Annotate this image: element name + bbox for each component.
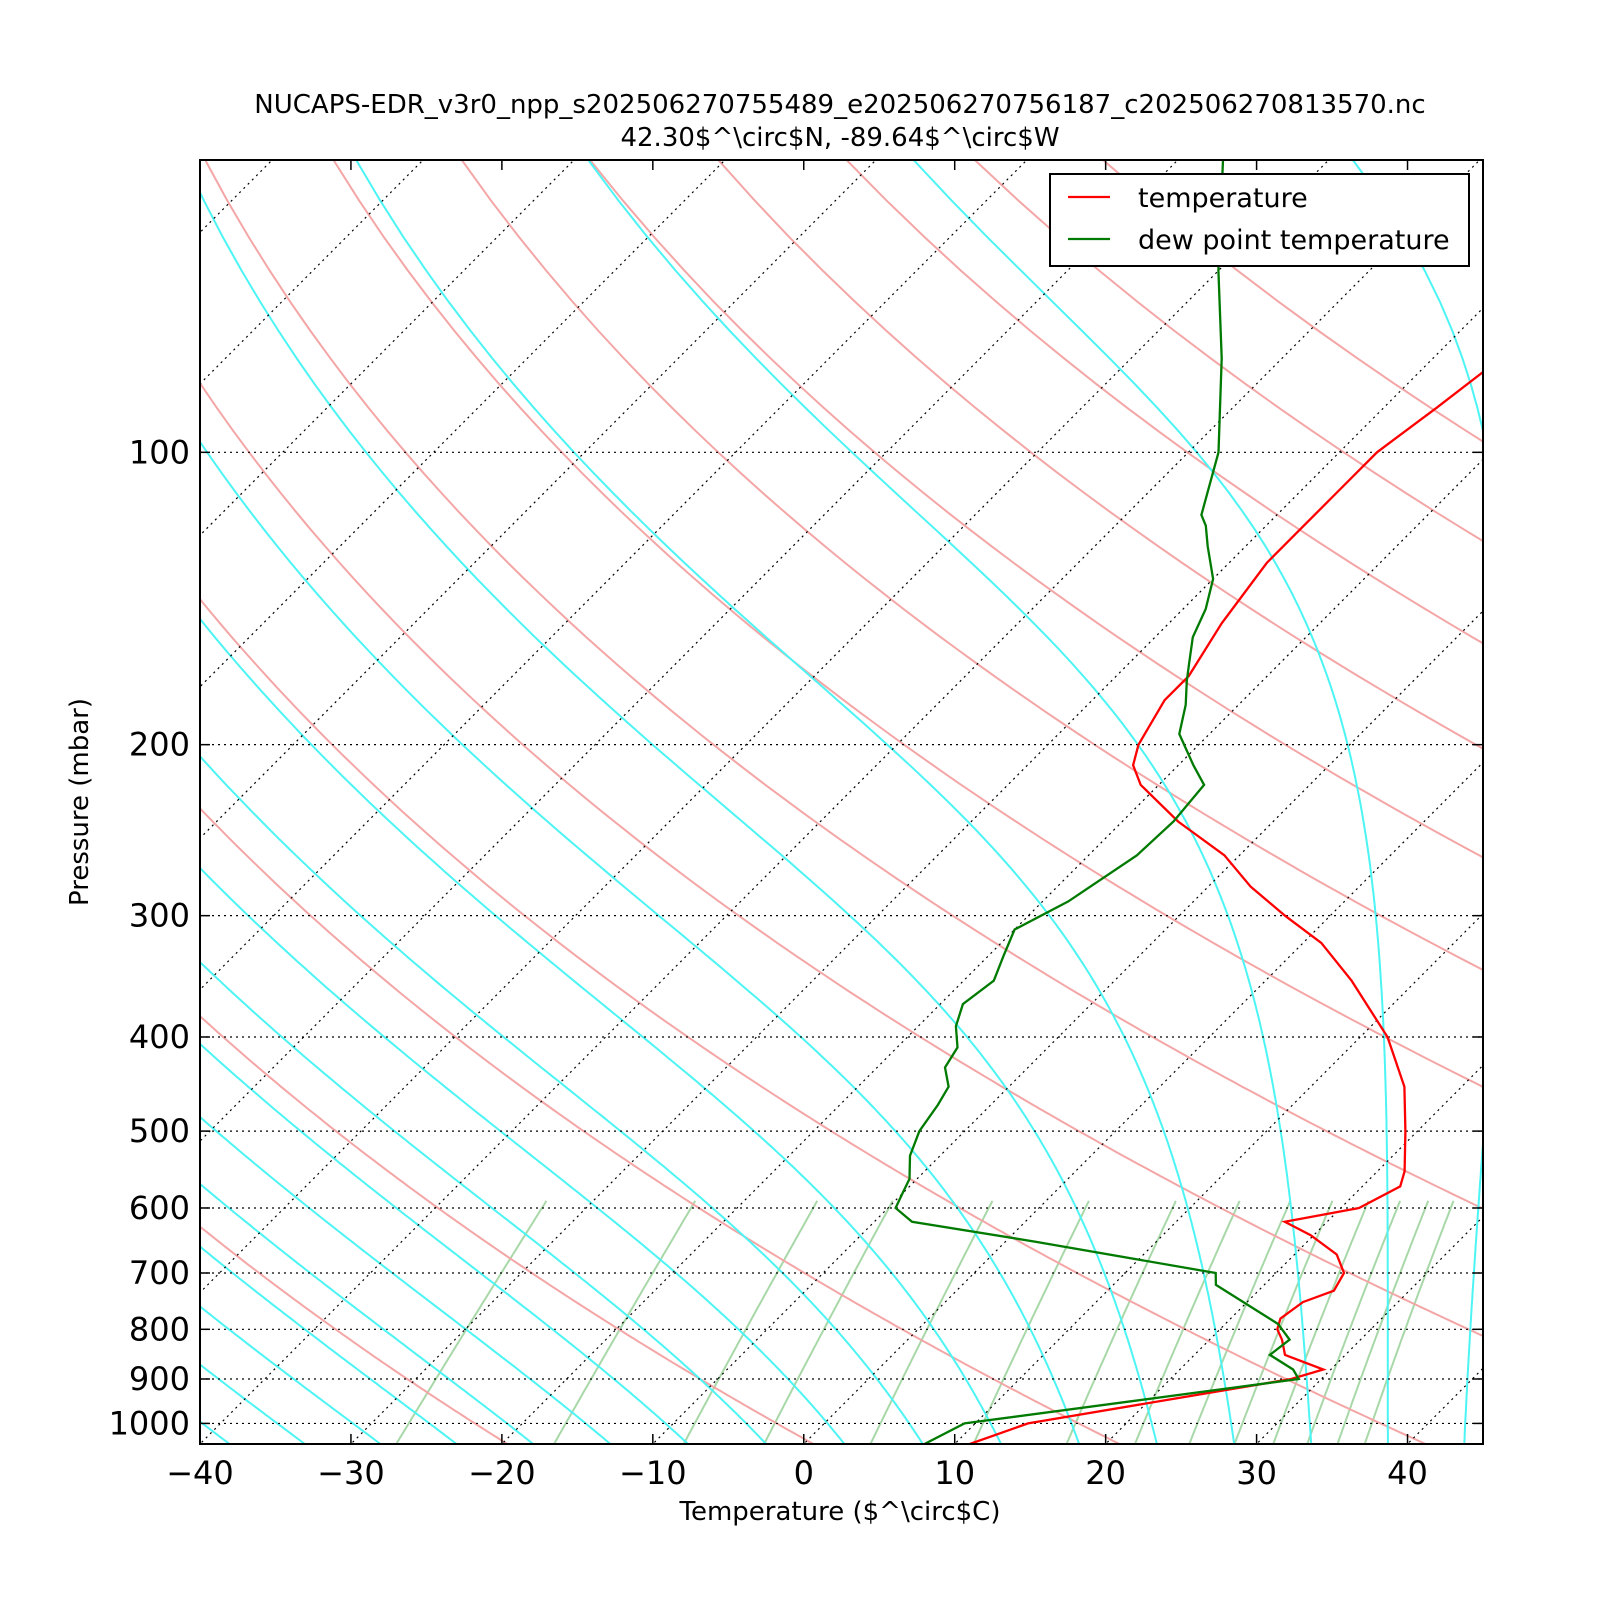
moist-adiabat-2 [200,1363,307,1444]
x-tick-label: −10 [619,1454,687,1492]
x-tick-label: 20 [1085,1454,1126,1492]
y-tick-label: 600 [129,1189,190,1227]
isotherm-line [200,160,575,537]
moist-adiabat-13 [200,190,1158,1444]
background-lines [200,66,1600,1464]
mixing-ratio-line-3 [762,1200,894,1444]
temperature-line [969,370,1483,1444]
moist-adiabat-17 [1351,160,1483,1444]
y-tick-label: 1000 [109,1404,190,1442]
legend-temperature-label: temperature [1138,183,1308,214]
y-tick-label: 900 [129,1360,190,1398]
moist-adiabat-9 [200,866,846,1444]
mixing-ratio-line-12 [1336,1200,1430,1444]
dewpoint-line [894,160,1301,1444]
moist-adiabat-4 [200,1245,459,1444]
mixing-ratio-line-7 [1133,1200,1241,1444]
mixing-ratio-line-6 [1065,1200,1177,1444]
isotherm-line [1406,1367,1483,1444]
isotherm-line [1255,1215,1483,1444]
y-tick-label: 300 [129,897,190,935]
mixing-ratio-lines [395,1200,1455,1444]
y-tick-label: 100 [129,433,190,471]
chart-title-group: NUCAPS-EDR_v3r0_npp_s202506270755489_e20… [254,90,1425,153]
legend-box [1049,173,1470,267]
moist-adiabat-5 [200,1182,535,1444]
dry-adiabat-1 [200,1014,816,1444]
dry-adiabat-12 [1101,160,1483,443]
x-axis-ticks: −40 −30 −20 −10 0 10 20 30 40 [166,160,1428,1492]
dry-adiabat-0 [200,1225,510,1444]
skewed-isotherms [200,66,1600,1464]
y-tick-label: 500 [129,1112,190,1150]
series-lines [894,160,1483,1444]
x-tick-label: 0 [794,1454,814,1492]
mixing-ratio-line-5 [972,1200,1090,1444]
mixing-ratio-line-11 [1306,1200,1402,1444]
y-axis-ticks: 100 200 300 400 500 600 700 800 900 1000 [109,433,1483,1442]
isotherm-line [1104,1064,1483,1444]
dry-adiabat-2 [200,806,1122,1444]
chart-subtitle: 42.30$^\circ$N, -89.64$^\circ$W [620,123,1059,153]
isotherm-line [200,160,877,840]
y-tick-label: 200 [129,726,190,764]
y-axis-label: Pressure (mbar) [65,698,95,906]
mixing-ratio-line-2 [682,1200,819,1444]
isotherm-line [200,160,1179,1142]
moist-adiabat-3 [200,1305,383,1444]
dry-adiabat-8 [588,160,1483,859]
y-tick-label: 700 [129,1254,190,1292]
dry-adiabats [200,160,1483,1444]
isotherm-line [1539,66,1600,1464]
isotherm-line [200,160,1028,991]
isotherm-line [200,160,424,385]
mixing-ratio-line-10 [1272,1200,1370,1444]
x-axis-label: Temperature ($^\circ$C) [679,1497,1001,1527]
x-tick-label: −40 [166,1454,234,1492]
legend-dewpoint-label: dew point temperature [1138,225,1450,256]
moist-adiabat-10 [200,754,924,1444]
x-tick-label: −30 [317,1454,385,1492]
x-tick-label: 30 [1236,1454,1277,1492]
x-tick-label: 40 [1387,1454,1428,1492]
x-tick-label: 10 [934,1454,975,1492]
isotherm-line [200,160,1330,1294]
isobar-grid [200,451,1483,1425]
dry-adiabat-3 [200,597,1429,1444]
mixing-ratio-line-13 [1363,1200,1455,1444]
dry-adiabat-7 [460,160,1483,972]
moist-adiabat-8 [200,960,768,1444]
isotherm-line [651,610,1483,1444]
x-tick-label: −20 [468,1454,536,1492]
moist-adiabat-12 [200,440,1081,1444]
moist-adiabat-7 [200,1042,690,1444]
moist-adiabat-11 [200,617,1003,1444]
moist-adiabat-15 [587,160,1313,1444]
moist-adiabats [200,160,1483,1444]
mixing-ratio-line-8 [1188,1200,1292,1444]
isotherm-line [200,160,1481,1444]
moist-adiabat-16 [912,160,1389,1444]
mixing-ratio-line-4 [869,1200,994,1444]
moist-adiabat-6 [200,1115,612,1444]
mixing-ratio-line-9 [1233,1200,1334,1444]
dry-adiabat-11 [973,160,1483,543]
legend: temperature dew point temperature [1049,173,1470,267]
y-tick-label: 800 [129,1310,190,1348]
y-tick-label: 400 [129,1018,190,1056]
mixing-ratio-line-0 [395,1200,548,1444]
dry-adiabat-9 [716,160,1483,750]
dry-adiabat-6 [332,160,1483,1089]
mixing-ratio-line-1 [552,1200,697,1444]
dry-adiabat-5 [204,160,1483,1210]
chart-title: NUCAPS-EDR_v3r0_npp_s202506270755489_e20… [254,90,1425,120]
plot-frame [199,159,1484,1445]
isotherm-line [200,160,726,688]
